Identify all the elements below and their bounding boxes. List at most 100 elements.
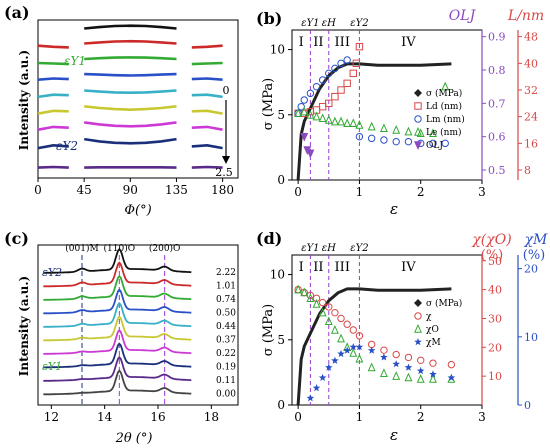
tick-label-right-chi-30: 30: [488, 312, 502, 325]
y-tick-label-5: 5: [277, 333, 285, 347]
x-tick-label-1: 1: [356, 185, 364, 199]
region-label-IV: IV: [401, 35, 416, 50]
tick-label-right-L-40: 40: [524, 57, 538, 70]
panel-a: 0 45 90 135 180 Intensity (a.u.) Φ(°) εY1 εY…: [17, 19, 239, 218]
point-3-3: [325, 363, 333, 371]
point-2-14: [404, 372, 413, 382]
point-2-2: [300, 96, 308, 104]
xrd-curve-3: [43, 288, 192, 315]
xrd-curve-1: [43, 261, 192, 288]
point-3-1: [312, 384, 321, 392]
point-2-0: [294, 284, 303, 294]
point-2-1: [297, 102, 305, 111]
xrd-curve-5: [43, 315, 192, 342]
point-3-1: [300, 106, 309, 116]
tick-label-right-L-32: 32: [524, 84, 538, 97]
legend-label-3: Le (nm): [426, 127, 462, 138]
point-3-16: [428, 128, 437, 138]
annotation-c-eY2: εY2: [42, 266, 62, 279]
region-label-III: III: [335, 260, 350, 275]
legend-marker-3: [414, 126, 422, 136]
point-3-3: [312, 111, 321, 121]
intensity-curve-3-seg-2: [191, 77, 223, 81]
point-3-7: [337, 116, 346, 126]
y-tick-label-10: 10: [270, 268, 285, 282]
legend-label-3: χM: [426, 338, 441, 348]
strain-label-9: 0.00: [216, 390, 236, 400]
region-label-I: I: [299, 260, 304, 275]
tick-label-right-chi-40: 40: [488, 284, 502, 297]
point-2-2: [306, 293, 315, 302]
point-2-7: [337, 333, 346, 343]
panel-a-ylabel: Intensity (a.u.): [17, 50, 31, 150]
intensity-curve-7-seg-0: [37, 143, 69, 150]
point-4-0: [300, 132, 309, 142]
intensity-curve-4-seg-2: [191, 93, 223, 99]
point-1-7: [337, 314, 345, 323]
point-2-4: [312, 82, 321, 91]
intensity-curve-2-seg-2: [191, 61, 223, 66]
point-1-7: [337, 86, 345, 94]
panel-d-y3label: χM: [524, 232, 548, 248]
point-2-17: [441, 139, 449, 148]
series-line-0: [296, 287, 452, 406]
point-3-14: [404, 126, 413, 136]
point-1-6: [331, 92, 339, 101]
point-3-12: [404, 363, 413, 371]
x-tick-label-0: 0: [294, 410, 302, 424]
tick-label-right-chi-10: 10: [488, 370, 502, 383]
legend-marker-4: [414, 141, 422, 151]
point-1-16: [429, 359, 437, 367]
point-3-13: [416, 366, 425, 375]
panel-d-ylabel: σ (MPa): [261, 304, 276, 356]
x-tick-label-2: 2: [417, 410, 425, 424]
point-2-10: [355, 353, 364, 363]
panel-c-ylabel: Intensity (a.u.): [17, 276, 31, 376]
point-3-10: [355, 119, 364, 129]
legend-label-4: OLJ: [426, 141, 443, 151]
y-tick-label-0: 0: [277, 398, 285, 412]
panel-label-c: (c): [4, 229, 29, 248]
intensity-curve-5-seg-1: [84, 105, 177, 112]
x-tick-label-90: 90: [123, 183, 138, 197]
x-tick-label-3: 3: [478, 185, 486, 199]
point-3-17: [441, 81, 450, 91]
panel-d-y2unit: (%): [481, 248, 504, 263]
point-1-12: [380, 346, 388, 354]
tick-label-right-chi-20: 20: [488, 341, 502, 354]
strain-label-6: 0.22: [216, 349, 236, 359]
point-1-3: [312, 294, 321, 302]
tick-label-right-L-48: 48: [524, 31, 538, 44]
point-3-4: [318, 113, 327, 123]
intensity-curve-4-seg-1: [84, 89, 177, 95]
point-2-5: [324, 316, 333, 326]
x-tick-label-1: 1: [356, 410, 364, 424]
legend-label-1: Ld (nm): [426, 101, 462, 112]
point-1-9: [349, 69, 357, 78]
intensity-curve-5-seg-2: [191, 109, 223, 115]
point-3-2: [306, 109, 315, 119]
point-3-14: [429, 370, 437, 378]
panel-d-xlabel: ε: [390, 426, 398, 444]
xrd-curve-8: [43, 355, 192, 382]
intensity-curve-0-seg-1: [84, 24, 177, 30]
point-3-9: [367, 346, 376, 354]
region-label-II: II: [313, 260, 323, 275]
panel-c-frame: [37, 244, 239, 406]
point-3-6: [330, 116, 339, 126]
point-1-11: [355, 42, 364, 51]
tick-label-right-O-0.8: 0.8: [488, 64, 506, 77]
tick-label-right-O-0.7: 0.7: [488, 97, 506, 110]
strain-label-4: 0.44: [216, 322, 236, 332]
xrd-curve-4: [43, 301, 192, 328]
point-2-6: [325, 69, 333, 78]
tick-label-right-L-24: 24: [524, 111, 538, 124]
tick-label-right-L-8: 8: [524, 164, 531, 177]
tick-label-right-chiM-10: 10: [524, 331, 538, 344]
point-3-15: [447, 373, 456, 381]
peak-label-0: (001)M: [65, 243, 98, 254]
point-3-7: [349, 343, 358, 351]
intensity-curve-1-seg-1: [84, 39, 177, 45]
point-2-6: [330, 324, 339, 334]
x-tick-label-18: 18: [204, 410, 219, 424]
